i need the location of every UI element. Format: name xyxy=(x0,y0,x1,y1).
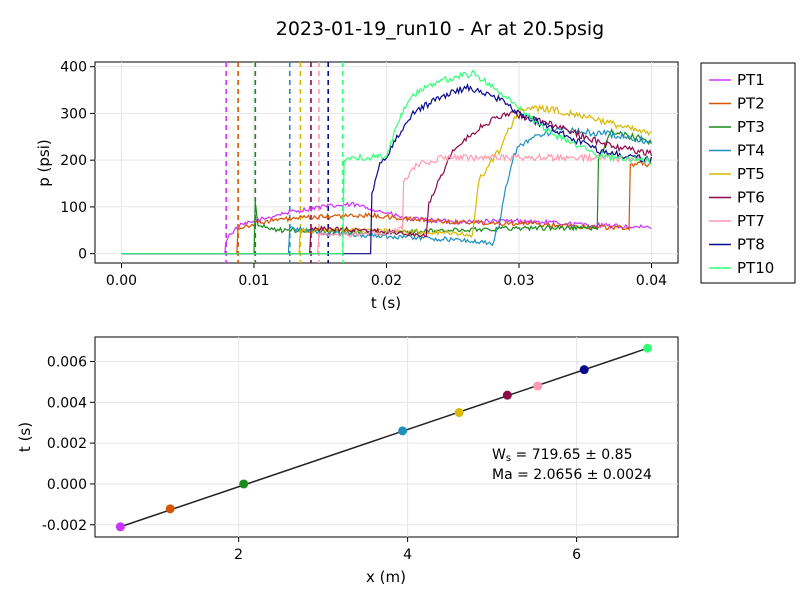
arrival-plot-grid xyxy=(95,337,678,537)
arrival-point-pt4 xyxy=(398,426,408,436)
y-tick-label: 0.002 xyxy=(47,436,87,452)
legend-item-pt4: PT4 xyxy=(709,142,765,160)
arrival-point-pt6 xyxy=(502,390,512,400)
x-tick-label: 4 xyxy=(403,547,412,563)
arrival-plot-y-ticks: -0.002 0.000 0.002 0.004 0.006 xyxy=(42,354,95,534)
legend-frame xyxy=(700,62,796,284)
arrival-point-pt10 xyxy=(643,343,653,353)
arrival-plot-x-label: x (m) xyxy=(366,568,406,586)
x-tick-label: 0.01 xyxy=(238,273,269,289)
arrival-point-pt7 xyxy=(533,381,543,391)
mach-number-annotation: Ma = 2.0656 ± 0.0024 xyxy=(492,467,652,483)
x-tick-label: 0.00 xyxy=(106,273,137,289)
y-tick-label: 200 xyxy=(60,153,87,169)
x-tick-label: 0.04 xyxy=(636,273,667,289)
legend: PT1 PT2 PT3 PT4 PT5 PT6 PT7 PT8 PT10 xyxy=(700,62,796,284)
fit-line xyxy=(120,347,648,528)
shock-speed-subscript: s xyxy=(506,453,511,464)
arrival-plot-x-ticks: 2 4 6 xyxy=(234,537,581,563)
y-tick-label: 0.004 xyxy=(47,395,87,411)
arrival-point-pt1 xyxy=(115,522,125,532)
figure-title: 2023-01-19_run10 - Ar at 20.5psig xyxy=(276,18,605,40)
x-tick-label: 6 xyxy=(572,547,581,563)
series-line-pt7 xyxy=(121,152,652,255)
legend-item-pt8: PT8 xyxy=(709,236,765,254)
legend-label: PT3 xyxy=(737,118,765,136)
legend-label: PT5 xyxy=(737,165,765,183)
legend-label: PT2 xyxy=(737,95,765,113)
legend-label: PT10 xyxy=(737,259,774,277)
arrival-time-plot: 2 4 6 -0.002 0.000 0.002 0.004 0.006 x (m) t (… xyxy=(16,336,679,586)
arrival-points xyxy=(115,343,653,532)
legend-item-pt2: PT2 xyxy=(709,95,765,113)
series-line-pt1 xyxy=(121,201,652,255)
x-tick-label: 0.02 xyxy=(371,273,402,289)
pressure-plot-x-ticks: 0.00 0.01 0.02 0.03 0.04 xyxy=(106,263,667,289)
y-tick-label: 0 xyxy=(78,247,87,263)
arrival-plot-frame xyxy=(94,336,679,538)
y-tick-label: 300 xyxy=(60,106,87,122)
legend-item-pt6: PT6 xyxy=(709,189,765,207)
y-tick-label: -0.002 xyxy=(42,518,87,534)
shock-speed-symbol: W xyxy=(492,447,506,463)
arrival-point-pt2 xyxy=(165,504,175,514)
legend-label: PT7 xyxy=(737,212,765,230)
series-line-pt8 xyxy=(121,82,653,255)
legend-item-pt7: PT7 xyxy=(709,212,765,230)
legend-item-pt5: PT5 xyxy=(709,165,765,183)
shock-speed-annotation: Ws = 719.65 ± 0.85 xyxy=(492,447,632,464)
y-tick-label: 0.006 xyxy=(47,354,87,370)
x-tick-label: 0.03 xyxy=(503,273,534,289)
fit-line-group xyxy=(120,347,648,528)
y-tick-label: 100 xyxy=(60,200,87,216)
legend-label: PT4 xyxy=(737,142,765,160)
legend-label: PT8 xyxy=(737,236,765,254)
shock-speed-value: = 719.65 ± 0.85 xyxy=(511,447,632,463)
pressure-plot: 0.00 0.01 0.02 0.03 0.04 0 100 200 300 400 t (s)… xyxy=(35,60,679,312)
arrival-point-pt3 xyxy=(239,479,249,489)
legend-item-pt3: PT3 xyxy=(709,118,765,136)
pressure-series xyxy=(121,69,653,255)
series-line-pt5 xyxy=(121,104,652,255)
legend-item-pt1: PT1 xyxy=(709,71,765,89)
arrival-point-pt5 xyxy=(454,408,464,418)
legend-item-pt10: PT10 xyxy=(709,259,774,277)
series-line-pt10 xyxy=(121,69,652,255)
legend-label: PT1 xyxy=(737,71,765,89)
y-tick-label: 0.000 xyxy=(47,477,87,493)
series-line-pt2 xyxy=(121,160,652,255)
x-tick-label: 2 xyxy=(234,547,243,563)
pressure-plot-x-label: t (s) xyxy=(371,294,401,312)
pressure-plot-y-ticks: 0 100 200 300 400 xyxy=(60,60,95,263)
arrival-plot-y-label: t (s) xyxy=(16,422,34,452)
legend-label: PT6 xyxy=(737,189,765,207)
arrival-markers xyxy=(225,62,344,263)
pressure-plot-y-label: p (psi) xyxy=(35,139,53,187)
series-line-pt6 xyxy=(121,110,653,255)
arrival-point-pt8 xyxy=(579,365,589,375)
y-tick-label: 400 xyxy=(60,60,87,76)
